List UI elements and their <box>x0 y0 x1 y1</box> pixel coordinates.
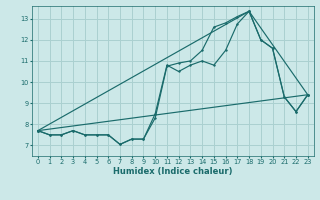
X-axis label: Humidex (Indice chaleur): Humidex (Indice chaleur) <box>113 167 233 176</box>
